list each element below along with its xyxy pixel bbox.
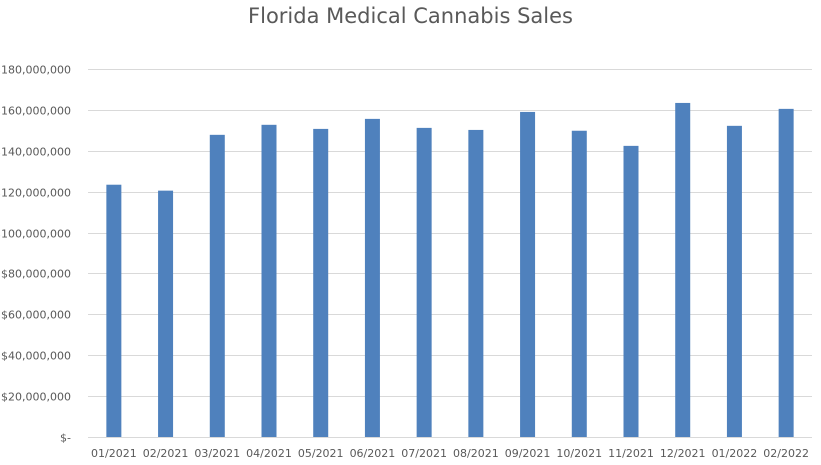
y-tick-label: $20,000,000 bbox=[1, 391, 71, 404]
bar bbox=[520, 111, 536, 437]
y-axis-tick-labels: $- $20,000,000 $40,000,000 $60,000,000 $80,0… bbox=[0, 64, 71, 445]
bar bbox=[261, 124, 277, 438]
bar bbox=[364, 118, 380, 437]
bar bbox=[106, 184, 122, 437]
y-tick-label: $100,000,000 bbox=[0, 228, 71, 241]
x-tick-label: 10/2021 bbox=[556, 447, 602, 460]
y-tick-label: $40,000,000 bbox=[1, 350, 71, 363]
x-tick-label: 08/2021 bbox=[453, 447, 499, 460]
bar bbox=[623, 145, 639, 438]
x-tick-label: 11/2021 bbox=[608, 447, 654, 460]
bar bbox=[158, 190, 174, 437]
bar bbox=[571, 130, 587, 437]
y-tick-label: $180,000,000 bbox=[0, 64, 71, 77]
bar bbox=[209, 134, 225, 437]
y-tick-label: $- bbox=[60, 432, 71, 445]
bar bbox=[726, 125, 742, 437]
x-tick-label: 09/2021 bbox=[505, 447, 551, 460]
x-axis-tick-labels: 01/2021 02/2021 03/2021 04/2021 05/2021 06/20… bbox=[91, 447, 809, 460]
bars bbox=[106, 102, 794, 438]
bar bbox=[416, 127, 432, 437]
x-tick-label: 06/2021 bbox=[350, 447, 396, 460]
y-tick-label: $120,000,000 bbox=[0, 187, 71, 200]
y-tick-label: $60,000,000 bbox=[1, 309, 71, 322]
x-tick-label: 04/2021 bbox=[246, 447, 292, 460]
x-tick-label: 01/2022 bbox=[712, 447, 758, 460]
gridlines bbox=[88, 69, 812, 438]
y-tick-label: $140,000,000 bbox=[0, 146, 71, 159]
bar bbox=[468, 129, 484, 437]
bar bbox=[675, 102, 691, 437]
x-tick-label: 07/2021 bbox=[401, 447, 447, 460]
y-tick-label: $160,000,000 bbox=[0, 105, 71, 118]
x-tick-label: 05/2021 bbox=[298, 447, 344, 460]
bar bbox=[778, 108, 794, 437]
bar bbox=[313, 128, 329, 437]
x-tick-label: 01/2021 bbox=[91, 447, 137, 460]
x-tick-label: 12/2021 bbox=[660, 447, 706, 460]
y-tick-label: $80,000,000 bbox=[1, 268, 71, 281]
x-tick-label: 02/2021 bbox=[143, 447, 189, 460]
x-tick-label: 03/2021 bbox=[194, 447, 240, 460]
chart-title: Florida Medical Cannabis Sales bbox=[248, 4, 573, 28]
x-tick-label: 02/2022 bbox=[763, 447, 809, 460]
